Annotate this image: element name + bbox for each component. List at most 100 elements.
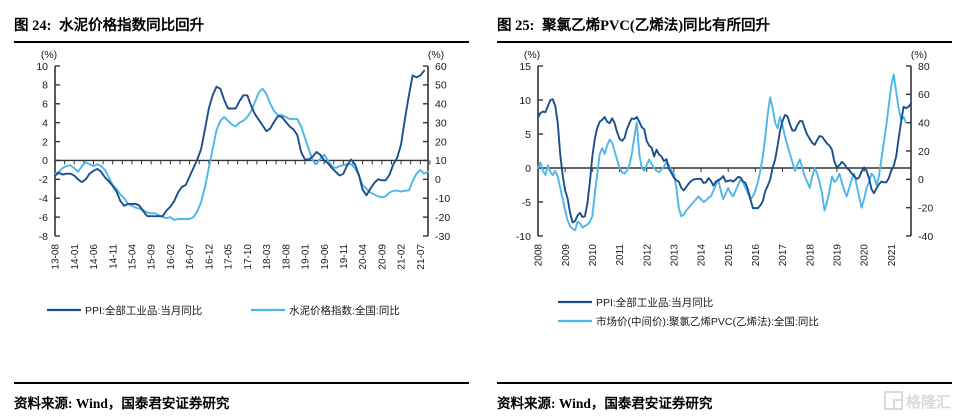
left-axis-tick-label: -4 <box>39 193 48 205</box>
figure-24-caption: 水泥价格指数同比回升 <box>59 18 205 34</box>
svg-text:2014: 2014 <box>697 244 708 267</box>
x-axis-tick-label: 2015 <box>724 244 735 267</box>
svg-text:13-08: 13-08 <box>51 244 62 270</box>
svg-text:2009: 2009 <box>561 244 572 267</box>
x-axis-tick-label: 2017 <box>778 244 789 267</box>
left-axis-tick-label: 2 <box>42 136 48 148</box>
x-axis-tick-label: 15-09 <box>147 244 158 270</box>
left-axis-tick-label: -6 <box>39 212 48 224</box>
chart-24-svg: (%) (%)1086420-2-4-6-86050403020100-10-20… <box>36 49 450 317</box>
right-axis-tick-label: -20 <box>918 202 933 214</box>
legend-label: 市场价(中间价):聚氯乙烯PVC(乙烯法):全国:同比 <box>596 315 819 328</box>
x-axis-tick-label: 2018 <box>805 244 816 267</box>
right-axis-tick-label: 10 <box>435 155 447 167</box>
svg-text:20-09: 20-09 <box>377 244 388 270</box>
chart-24: (%) (%) 10 8 6 4 2 0 -2 -4 -6 -8 60 50 40 30 20 10 0 -10 -20… <box>0 44 483 354</box>
left-axis-tick-label: 5 <box>525 129 531 141</box>
figure-panel-25: 图 25: 聚氯乙烯PVC(乙烯法)同比有所回升 (%) (%) 15 10 5 0 -5-… <box>483 0 966 420</box>
svg-text:2008: 2008 <box>534 244 545 267</box>
x-axis-tick-label: 19-06 <box>320 244 331 270</box>
svg-text:18-08: 18-08 <box>281 244 292 270</box>
figure-25-title: 图 25: 聚氯乙烯PVC(乙烯法)同比有所回升 <box>497 14 770 35</box>
legend-label: 水泥价格指数:全国:同比 <box>289 304 400 317</box>
svg-text:17-05: 17-05 <box>224 244 235 270</box>
series-line <box>537 98 912 224</box>
left-axis-tick-label: -8 <box>39 231 48 243</box>
right-axis-tick-label: 80 <box>918 61 930 73</box>
svg-text:14-11: 14-11 <box>108 244 119 269</box>
left-axis-tick-label: 4 <box>42 117 48 129</box>
chart-25: (%) (%) 15 10 5 0 -5 -10 80 60 40 20 0 -20 -40 2008 2009… <box>483 44 966 354</box>
svg-text:21-02: 21-02 <box>397 244 408 270</box>
svg-text:2017: 2017 <box>778 244 789 267</box>
left-axis-tick-label: 15 <box>519 61 531 73</box>
x-axis-tick-label: 18-03 <box>262 244 273 270</box>
right-axis-tick-label: 40 <box>435 99 447 111</box>
figure-panel-24: 图 24: 水泥价格指数同比回升 (%) (%) 10 8 6 4 2 0 -2 -4 -6 -8 60… <box>0 14 483 411</box>
right-axis-tick-label: 20 <box>918 146 930 158</box>
right-axis-tick-label: 40 <box>918 117 930 129</box>
right-axis-unit: (%) <box>428 49 444 61</box>
svg-text:18-03: 18-03 <box>262 244 273 270</box>
x-axis-tick-label: 2012 <box>642 244 653 267</box>
left-axis-tick-label: 6 <box>42 99 48 111</box>
x-axis-tick-label: 19-11 <box>339 244 350 269</box>
svg-text:2013: 2013 <box>669 244 680 267</box>
svg-text:2018: 2018 <box>805 244 816 267</box>
x-axis-tick-label: 18-08 <box>281 244 292 270</box>
legend: PPI:全部工业品:当月同比 水泥价格指数:全国:同比 <box>47 304 400 317</box>
x-axis-tick-label: 2011 <box>615 244 626 266</box>
x-axis-tick-label: 16-07 <box>185 244 196 270</box>
left-axis-tick-label: 0 <box>525 163 531 175</box>
right-axis-tick-label: 20 <box>435 136 447 148</box>
svg-text:19-01: 19-01 <box>301 244 312 270</box>
left-axis-tick-label: -10 <box>516 231 531 243</box>
right-axis-tick-label: 0 <box>918 174 924 186</box>
x-axis-tick-label: 19-01 <box>301 244 312 270</box>
right-axis-tick-label: -10 <box>435 193 450 205</box>
x-axis-tick-label: 14-11 <box>108 244 119 269</box>
figure-24-number: 图 24: <box>14 18 52 34</box>
svg-text:2019: 2019 <box>832 244 843 267</box>
left-axis-unit: (%) <box>41 49 57 61</box>
x-axis-tick-label: 21-02 <box>397 244 408 270</box>
divider-top-25 <box>497 41 952 43</box>
left-axis-tick-label: 10 <box>36 61 48 73</box>
left-axis-tick-label: 8 <box>42 80 48 92</box>
legend: PPI:全部工业品:当月同比市场价(中间价):聚氯乙烯PVC(乙烯法):全国:同… <box>558 296 819 328</box>
x-axis-tick-label: 14-01 <box>70 244 81 270</box>
svg-text:16-07: 16-07 <box>185 244 196 270</box>
series-line <box>537 73 908 232</box>
svg-text:14-01: 14-01 <box>70 244 81 270</box>
right-axis-tick-label: -40 <box>918 231 933 243</box>
svg-text:2015: 2015 <box>724 244 735 267</box>
right-axis-tick-label: 60 <box>435 61 447 73</box>
x-axis-tick-label: 2019 <box>832 244 843 267</box>
figure-24-title: 图 24: 水泥价格指数同比回升 <box>14 14 204 35</box>
x-axis-tick-label: 17-05 <box>224 244 235 270</box>
x-axis-tick-label: 2009 <box>561 244 572 267</box>
right-axis-unit: (%) <box>911 49 927 61</box>
right-axis-tick-label: 60 <box>918 89 930 101</box>
left-axis-tick-label: 10 <box>519 95 531 107</box>
svg-text:19-06: 19-06 <box>320 244 331 270</box>
x-axis-tick-label: 21-07 <box>416 244 427 270</box>
svg-text:格隆汇: 格隆汇 <box>906 393 951 411</box>
svg-text:21-07: 21-07 <box>416 244 427 270</box>
svg-text:15-09: 15-09 <box>147 244 158 270</box>
x-axis-tick-label: 2014 <box>697 244 708 267</box>
x-axis-tick-label: 13-08 <box>51 244 62 270</box>
right-axis-tick-label: -20 <box>435 212 450 224</box>
figure-25-number: 图 25: <box>497 18 535 34</box>
x-axis-tick-label: 2020 <box>860 244 871 267</box>
x-axis-tick-label: 20-09 <box>377 244 388 270</box>
figure-25-source: 资料来源: Wind，国泰君安证券研究 <box>497 396 713 411</box>
svg-text:2010: 2010 <box>588 244 599 267</box>
left-axis-tick-label: -5 <box>522 197 531 209</box>
svg-text:16-02: 16-02 <box>166 244 177 270</box>
svg-text:19-11: 19-11 <box>339 244 350 269</box>
watermark-gelonghui: 格隆汇 <box>884 391 951 411</box>
x-axis-tick-label: 2010 <box>588 244 599 267</box>
